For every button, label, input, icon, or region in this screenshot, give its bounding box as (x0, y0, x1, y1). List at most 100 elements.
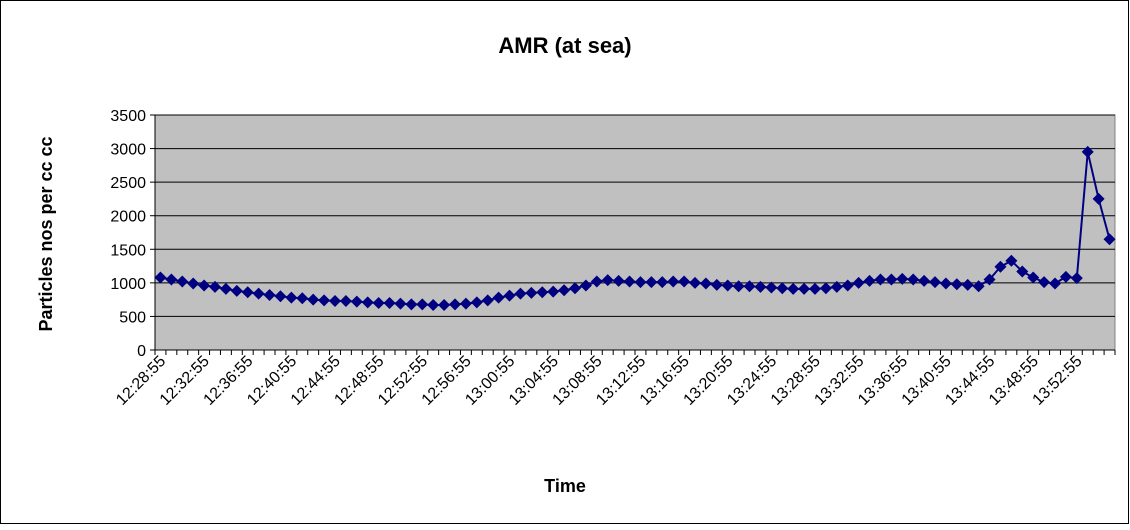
y-tick-label: 0 (137, 343, 146, 360)
data-point (579, 279, 592, 292)
data-point (329, 294, 341, 307)
data-point (918, 274, 931, 287)
data-point (896, 272, 909, 285)
data-point (1005, 254, 1018, 267)
y-tick-label: 1500 (110, 242, 146, 259)
data-point (830, 280, 843, 293)
data-point (1081, 145, 1094, 158)
data-point (503, 289, 516, 302)
data-point (405, 298, 418, 311)
data-point (863, 274, 876, 287)
data-point (667, 275, 680, 288)
data-point (209, 280, 221, 293)
data-point (776, 282, 789, 295)
data-point (1016, 265, 1029, 278)
data-point (678, 275, 691, 288)
data-point (1059, 270, 1072, 283)
data-point (339, 294, 352, 307)
data-point (274, 290, 287, 303)
data-point (656, 276, 669, 289)
data-point (721, 279, 734, 292)
data-point (165, 273, 178, 286)
data-point (590, 275, 603, 288)
data-point (285, 291, 298, 304)
data-point (394, 297, 407, 310)
data-point (252, 287, 265, 300)
data-point (1103, 233, 1116, 246)
y-tick-label: 2500 (110, 175, 146, 192)
data-point (601, 274, 614, 287)
data-point (754, 280, 767, 293)
data-point (241, 286, 254, 299)
data-point (874, 273, 887, 286)
data-point (569, 282, 581, 295)
data-point (198, 279, 211, 292)
data-point (885, 273, 898, 286)
data-point (765, 281, 778, 294)
data-point (634, 276, 647, 289)
data-point (907, 273, 920, 286)
data-point (961, 278, 974, 291)
data-point (296, 292, 309, 305)
data-point (852, 276, 865, 289)
data-point (809, 282, 821, 295)
data-point (623, 275, 636, 288)
data-point (1027, 271, 1040, 284)
data-point (318, 294, 331, 307)
y-tick-label: 3500 (110, 108, 146, 125)
data-point (983, 273, 996, 286)
data-point (383, 297, 396, 309)
y-tick-label: 2000 (110, 209, 146, 226)
plot-area (154, 114, 1116, 351)
data-point (547, 285, 560, 298)
data-point (449, 298, 461, 311)
data-point (558, 284, 571, 297)
data-point (492, 291, 505, 304)
y-axis-title: Particles nos per cc cc (36, 136, 56, 331)
data-point (525, 286, 538, 299)
data-point (710, 278, 723, 291)
data-point (929, 276, 941, 289)
data-point (1092, 192, 1105, 205)
data-point (230, 284, 243, 297)
data-point (361, 296, 374, 309)
data-point (743, 280, 756, 293)
data-point (939, 277, 952, 290)
data-point (645, 276, 658, 289)
x-axis-title: Time (544, 476, 586, 496)
y-tick-label: 500 (119, 309, 146, 326)
data-point (427, 299, 440, 312)
data-point (438, 299, 451, 312)
data-point (350, 295, 363, 308)
data-point (798, 282, 811, 295)
data-point (699, 277, 712, 290)
data-point (689, 276, 701, 289)
data-point (219, 282, 232, 295)
y-tick-label: 3000 (110, 142, 146, 159)
data-point (372, 297, 385, 309)
data-point (1070, 272, 1083, 285)
chart-title: AMR (at sea) (498, 33, 631, 58)
data-point (536, 286, 549, 299)
data-point (841, 279, 854, 292)
data-point (787, 282, 800, 295)
data-point (612, 274, 625, 287)
data-point (187, 277, 200, 290)
data-point (972, 280, 985, 293)
data-point (263, 288, 276, 301)
data-point (416, 298, 429, 311)
data-point (176, 275, 189, 288)
data-point (1049, 277, 1061, 290)
data-point (1038, 276, 1051, 289)
data-point (154, 271, 167, 284)
data-point (514, 287, 527, 300)
data-point (481, 294, 494, 307)
data-point (819, 282, 832, 295)
data-point (732, 280, 745, 293)
data-point (950, 278, 963, 291)
data-point (307, 293, 320, 306)
data-point (470, 296, 483, 309)
data-point (994, 260, 1007, 273)
data-point (459, 297, 472, 310)
